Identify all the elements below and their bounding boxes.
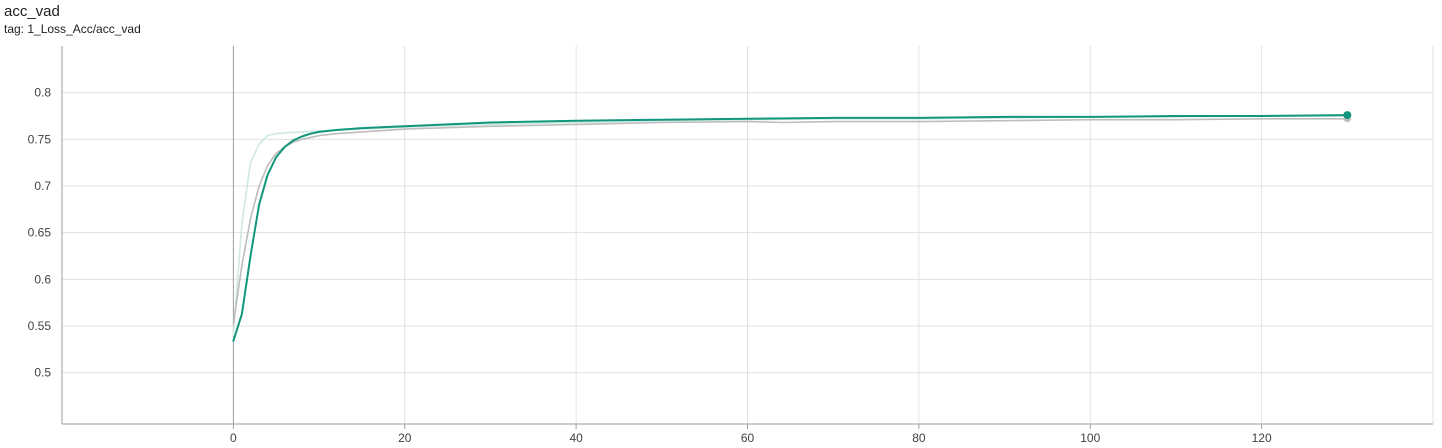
chart-title: acc_vad [4, 3, 60, 20]
x-tick-label: 120 [1252, 431, 1272, 445]
y-tick-label: 0.6 [34, 272, 51, 286]
tick-labels: 0.5 0.55 0.6 0.65 0.7 0.75 0.8 0 20 40 60 80 100 120 [28, 86, 1272, 445]
x-tick-label: 0 [230, 431, 237, 445]
y-tick-label: 0.65 [28, 226, 52, 240]
axes [61, 46, 1434, 429]
x-tick-label: 20 [398, 431, 412, 445]
y-tick-label: 0.5 [34, 366, 51, 380]
series-line-2 [232, 114, 1349, 342]
x-tick-label: 60 [741, 431, 755, 445]
x-tick-label: 80 [912, 431, 926, 445]
series-line-0 [232, 115, 1349, 337]
series-end-marker-2 [1343, 111, 1352, 120]
y-tick-label: 0.7 [34, 179, 51, 193]
y-tick-label: 0.8 [34, 86, 51, 100]
series [232, 111, 1352, 342]
grid [62, 46, 1433, 424]
x-tick-label: 40 [569, 431, 583, 445]
chart-tag: tag: 1_Loss_Acc/acc_vad [4, 22, 141, 36]
y-tick-label: 0.55 [28, 319, 52, 333]
x-tick-label: 100 [1080, 431, 1100, 445]
series-line-1 [232, 118, 1349, 325]
y-tick-label: 0.75 [28, 132, 52, 146]
